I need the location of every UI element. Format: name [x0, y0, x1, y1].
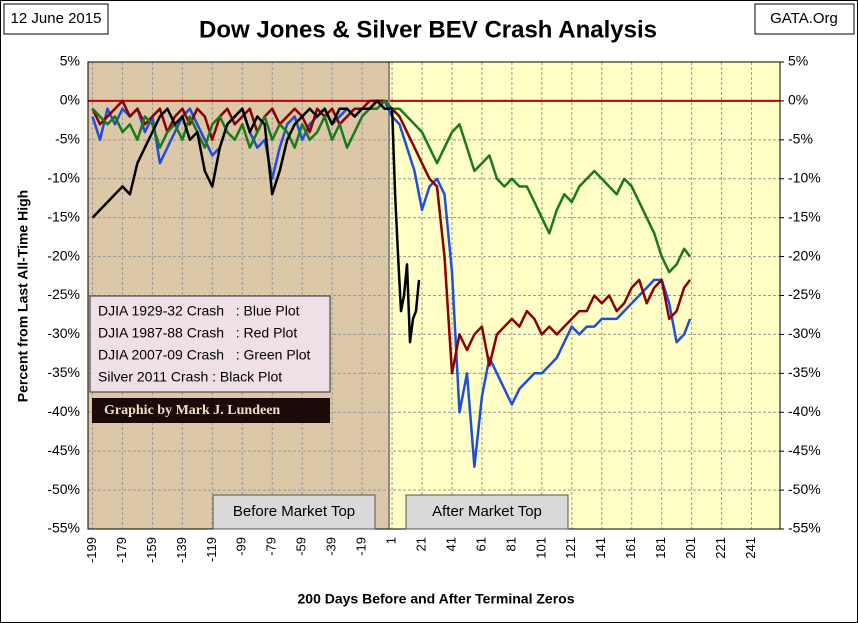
y-tick-label: -55%	[47, 520, 80, 536]
x-tick-label: 21	[413, 537, 428, 551]
x-tick-label: 221	[713, 537, 728, 559]
x-tick-label: 141	[593, 537, 608, 559]
x-tick-label: -99	[234, 537, 249, 556]
y-tick-label: 5%	[60, 53, 80, 69]
y2-tick-label: -10%	[788, 169, 821, 185]
y-tick-label: -50%	[47, 481, 80, 497]
y2-tick-label: -20%	[788, 247, 821, 263]
x-tick-label: -119	[204, 537, 219, 562]
x-tick-label: 41	[443, 537, 458, 551]
divider	[388, 62, 390, 529]
x-tick-label: -139	[174, 537, 189, 563]
legend-entries: DJIA 1929-32 Crash : Blue Plot DJIA 1987-…	[98, 303, 311, 385]
y2-tick-label: -5%	[788, 131, 813, 147]
y2-tick-label: -50%	[788, 481, 821, 497]
x-tick-label: 1	[383, 537, 398, 544]
y-tick-label: -20%	[47, 247, 80, 263]
x-tick-label: -39	[324, 537, 339, 556]
y2-tick-label: -25%	[788, 286, 821, 302]
y-tick-label: -45%	[47, 442, 80, 458]
legend-entry: DJIA 1929-32 Crash : Blue Plot	[98, 303, 300, 319]
before-box	[212, 494, 376, 530]
y-tick-label: -15%	[47, 208, 80, 224]
y2-tick-label: -55%	[788, 520, 821, 536]
y2-tick-label: 0%	[788, 92, 808, 108]
legend-entry: Silver 2011 Crash : Black Plot	[98, 369, 282, 385]
y-tick-label: -40%	[47, 403, 80, 419]
credit: Graphic by Mark J. Lundeen	[104, 403, 280, 418]
y-axis-title: Percent from Last All-Time High	[15, 190, 31, 402]
legend-entry: DJIA 2007-09 Crash : Green Plot	[98, 347, 311, 363]
x-tick-label: 181	[653, 537, 668, 559]
legend-entry: DJIA 1987-88 Crash : Red Plot	[98, 325, 297, 341]
y2-tick-label: 5%	[788, 53, 808, 69]
y2-tick-label: -35%	[788, 364, 821, 380]
y-tick-label: -10%	[47, 169, 80, 185]
legend	[89, 295, 331, 393]
date-label: 12 June 2015	[11, 10, 102, 27]
y2-tick-label: -45%	[788, 442, 821, 458]
x-tick-label: 201	[683, 537, 698, 559]
x-tick-label: -79	[264, 537, 279, 556]
y-tick-label: -25%	[47, 286, 80, 302]
y-tick-label: -30%	[47, 325, 80, 341]
source-box	[754, 3, 855, 35]
x-tick-label: 81	[503, 537, 518, 551]
x-tick-label: 161	[623, 537, 638, 559]
chart-title: Dow Jones & Silver BEV Crash Analysis	[199, 16, 657, 43]
x-tick-label: 61	[473, 537, 488, 551]
x-tick-label: -179	[114, 537, 129, 563]
series-line	[91, 99, 421, 344]
before-label: Before Market Top	[233, 503, 355, 520]
plot	[91, 99, 692, 468]
x-tick-label: -59	[294, 537, 309, 556]
x-axis-title: 200 Days Before and After Terminal Zeros	[298, 591, 575, 607]
credit-box	[92, 398, 330, 423]
y-tick-label: -35%	[47, 364, 80, 380]
date-box	[3, 3, 109, 35]
y2-tick-label: -40%	[788, 403, 821, 419]
y-tick-label: 0%	[60, 92, 80, 108]
after-box	[405, 494, 569, 530]
y-tick-label: -5%	[55, 131, 80, 147]
source-label: GATA.Org	[770, 10, 838, 27]
x-tick-label: 121	[563, 537, 578, 559]
x-tick-label: 101	[533, 537, 548, 559]
after-label: After Market Top	[432, 503, 542, 520]
x-tick-label: -199	[84, 537, 99, 563]
y2-tick-label: -15%	[788, 208, 821, 224]
x-tick-label: 241	[743, 537, 758, 559]
x-tick-label: -19	[354, 537, 369, 556]
y2-tick-label: -30%	[788, 325, 821, 341]
x-tick-label: -159	[144, 537, 159, 563]
